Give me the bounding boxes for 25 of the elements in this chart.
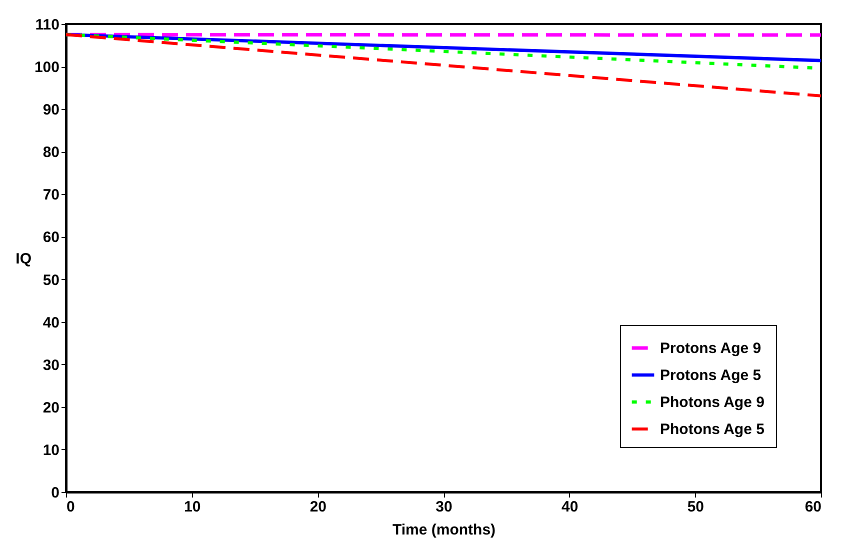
y-tick-label: 80 [42, 144, 60, 162]
y-tick-label: 20 [42, 399, 60, 416]
x-tick-label: 20 [310, 498, 327, 516]
x-tick-label: 30 [436, 498, 452, 516]
y-axis-title: IQ [16, 250, 32, 268]
y-tick-label: 60 [42, 229, 60, 246]
x-axis-title: Time (months) [392, 522, 496, 538]
y-tick-label: 50 [42, 272, 60, 289]
legend-label: Photons Age 5 [660, 421, 764, 438]
y-tick-label: 90 [42, 102, 60, 119]
x-tick-label: 0 [66, 498, 75, 516]
y-tick-label: 0 [51, 484, 60, 502]
y-tick-label: 70 [42, 186, 60, 204]
legend-label: Protons Age 9 [660, 340, 762, 357]
y-tick-label: 10 [42, 442, 60, 459]
y-tick-label: 30 [42, 356, 60, 374]
legend-label: Photons Age 9 [660, 394, 764, 411]
x-tick-label: 40 [561, 498, 578, 516]
legend-label: Protons Age 5 [660, 367, 762, 384]
y-tick-label: 110 [35, 16, 60, 34]
y-tick-label: 40 [42, 314, 60, 332]
x-tick-label: 60 [804, 498, 822, 516]
x-tick-label: 50 [687, 498, 704, 516]
y-tick-label: 100 [34, 59, 60, 76]
x-tick-label: 10 [184, 498, 201, 516]
